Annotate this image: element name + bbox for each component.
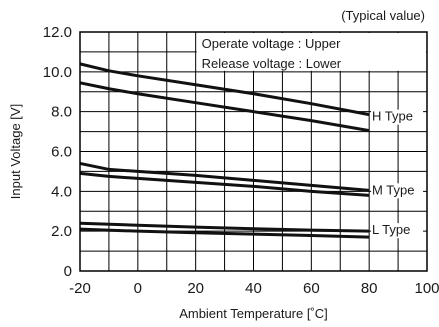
y-tick-label: 0 — [64, 263, 72, 280]
plot-frame — [79, 31, 428, 272]
y-tick-label: 6.0 — [51, 144, 72, 161]
x-tick-labels: -20 0 20 40 60 80 100 — [69, 280, 439, 297]
curves — [79, 62, 370, 239]
y-tick-label: 12.0 — [43, 24, 72, 41]
y-axis-label: Input Voltage [V] — [8, 104, 23, 199]
series-line-4 — [79, 221, 370, 233]
y-tick-label: 4.0 — [51, 183, 72, 200]
y-tick-label: 10.0 — [43, 64, 72, 81]
y-tick-labels: 0 2.0 4.0 6.0 8.0 10.0 12.0 — [43, 24, 72, 280]
series-label: H Type — [372, 109, 413, 124]
series-label-bg — [371, 183, 424, 199]
series-line-2 — [79, 161, 370, 192]
x-tick-label: 100 — [414, 280, 439, 297]
typical-value-note: (Typical value) — [341, 8, 425, 23]
legend-release: Release voltage : Lower — [202, 56, 342, 71]
series-label: M Type — [372, 182, 414, 197]
x-tick-label: 40 — [245, 280, 262, 297]
series-line-1 — [79, 81, 370, 133]
x-tick-label: 60 — [303, 280, 320, 297]
x-tick-label: 0 — [134, 280, 142, 297]
x-tick-label: 20 — [187, 280, 204, 297]
y-tick-label: 8.0 — [51, 104, 72, 121]
legend-operate: Operate voltage : Upper — [202, 36, 341, 51]
x-axis-label: Ambient Temperature [˚C] — [179, 306, 328, 321]
series-label-bg — [371, 109, 424, 125]
series-line-3 — [79, 171, 370, 197]
series-line-0 — [79, 62, 370, 117]
series-line-5 — [79, 227, 370, 239]
series-label: L Type — [372, 222, 410, 237]
x-tick-label: -20 — [69, 280, 91, 297]
legend-box-bg — [196, 33, 426, 71]
series-labels: H Type M Type L Type — [371, 109, 424, 239]
y-tick-label: 2.0 — [51, 223, 72, 240]
series-label-bg — [371, 223, 424, 239]
x-tick-label: 80 — [361, 280, 378, 297]
